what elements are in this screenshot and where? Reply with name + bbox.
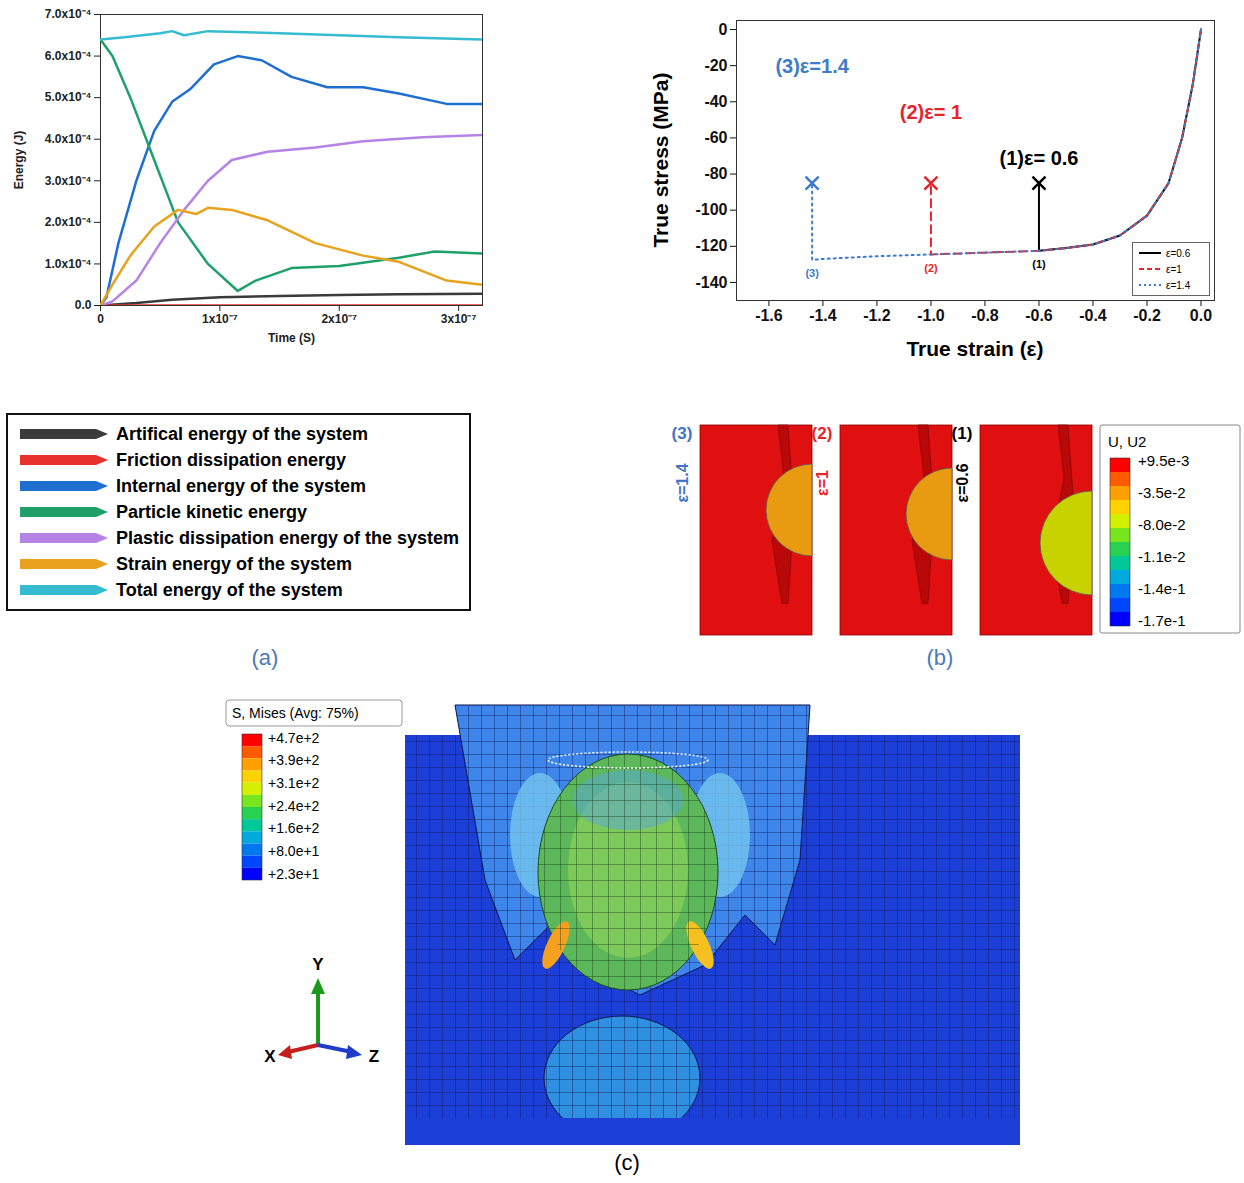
svg-text:-20: -20 xyxy=(704,57,727,74)
svg-text:-1.7e-1: -1.7e-1 xyxy=(1138,612,1186,629)
html-text:ε=1.4: ε=1.4 xyxy=(1166,279,1191,291)
svg-text:(c): (c) xyxy=(614,1150,640,1175)
svg-text:(2)ε= 1: (2)ε= 1 xyxy=(900,101,962,123)
html-text:ε=1: ε=1 xyxy=(1166,263,1182,275)
svg-text:U, U2: U, U2 xyxy=(1108,433,1146,450)
svg-text:+9.5e-3: +9.5e-3 xyxy=(1138,452,1189,469)
svg-text:-3.5e-2: -3.5e-2 xyxy=(1138,484,1186,501)
svg-text:2.0x10⁻⁴: 2.0x10⁻⁴ xyxy=(45,215,92,229)
html-text:Plastic dissipation energy of: Plastic dissipation energy of the system xyxy=(116,527,460,548)
html-text:True stress (MPa): True stress (MPa) xyxy=(649,72,672,248)
svg-text:+1.6e+2: +1.6e+2 xyxy=(268,820,320,836)
html-text:Particle kinetic energy: Particle kinetic energy xyxy=(116,501,308,522)
svg-text:-1.4e-1: -1.4e-1 xyxy=(1138,580,1186,597)
svg-text:-0.2: -0.2 xyxy=(1133,307,1161,324)
svg-text:(2): (2) xyxy=(812,424,833,443)
html-text:Strain energy of the system: Strain energy of the system xyxy=(116,553,353,574)
svg-text:-140: -140 xyxy=(695,274,727,291)
svg-text:-80: -80 xyxy=(704,165,727,182)
svg-text:(1): (1) xyxy=(952,424,973,443)
svg-text:-0.8: -0.8 xyxy=(971,307,999,324)
svg-text:+2.4e+2: +2.4e+2 xyxy=(268,798,320,814)
svg-text:Time (S): Time (S) xyxy=(268,331,315,345)
svg-text:0: 0 xyxy=(719,21,728,38)
svg-text:-1.2: -1.2 xyxy=(863,307,891,324)
svg-text:7.0x10⁻⁴: 7.0x10⁻⁴ xyxy=(45,7,92,21)
html-text:Friction dissipation energy: Friction dissipation energy xyxy=(116,449,346,470)
svg-text:-0.6: -0.6 xyxy=(1025,307,1053,324)
svg-text:Energy (J): Energy (J) xyxy=(12,131,26,190)
svg-text:-0.4: -0.4 xyxy=(1079,307,1107,324)
svg-text:-40: -40 xyxy=(704,93,727,110)
svg-text:1x10⁻⁷: 1x10⁻⁷ xyxy=(202,312,238,326)
html-text:Total energy of the system: Total energy of the system xyxy=(116,579,343,600)
svg-text:-8.0e-2: -8.0e-2 xyxy=(1138,516,1186,533)
svg-text:0.0: 0.0 xyxy=(75,298,92,312)
svg-text:Y: Y xyxy=(312,955,324,974)
svg-text:-1.1e-2: -1.1e-2 xyxy=(1138,548,1186,565)
svg-text:-1.0: -1.0 xyxy=(917,307,945,324)
svg-text:0.0: 0.0 xyxy=(1190,307,1212,324)
svg-text:+2.3e+1: +2.3e+1 xyxy=(268,866,320,882)
svg-text:Z: Z xyxy=(369,1047,379,1066)
svg-text:ε=1: ε=1 xyxy=(814,470,831,496)
svg-text:(b): (b) xyxy=(927,645,954,670)
svg-text:-1.4: -1.4 xyxy=(809,307,837,324)
svg-text:(3)ε=1.4: (3)ε=1.4 xyxy=(775,55,849,77)
svg-text:(3): (3) xyxy=(805,267,819,279)
svg-text:5.0x10⁻⁴: 5.0x10⁻⁴ xyxy=(45,90,92,104)
svg-text:S, Mises (Avg: 75%): S, Mises (Avg: 75%) xyxy=(232,705,359,721)
svg-text:(2): (2) xyxy=(924,262,938,274)
svg-text:2x10⁻⁷: 2x10⁻⁷ xyxy=(321,312,357,326)
svg-text:-60: -60 xyxy=(704,129,727,146)
svg-text:(1): (1) xyxy=(1032,258,1046,270)
svg-text:+8.0e+1: +8.0e+1 xyxy=(268,843,320,859)
svg-text:ε=0.6: ε=0.6 xyxy=(954,463,971,502)
svg-text:ε=1.4: ε=1.4 xyxy=(674,463,691,502)
svg-text:(1)ε= 0.6: (1)ε= 0.6 xyxy=(999,147,1078,169)
svg-text:+3.1e+2: +3.1e+2 xyxy=(268,775,320,791)
svg-text:0: 0 xyxy=(97,312,104,326)
svg-text:6.0x10⁻⁴: 6.0x10⁻⁴ xyxy=(45,49,92,63)
svg-text:+4.7e+2: +4.7e+2 xyxy=(268,730,320,746)
html-text:Internal energy of the system: Internal energy of the system xyxy=(116,475,367,496)
svg-text:-100: -100 xyxy=(695,201,727,218)
html-text:True strain (ε): True strain (ε) xyxy=(906,337,1044,360)
svg-text:(a): (a) xyxy=(252,645,279,670)
svg-text:+3.9e+2: +3.9e+2 xyxy=(268,752,320,768)
svg-text:X: X xyxy=(264,1047,276,1066)
svg-text:4.0x10⁻⁴: 4.0x10⁻⁴ xyxy=(45,132,92,146)
svg-text:(3): (3) xyxy=(672,424,693,443)
html-text:Artifical energy of the system: Artifical energy of the system xyxy=(116,423,369,444)
svg-text:1.0x10⁻⁴: 1.0x10⁻⁴ xyxy=(45,257,92,271)
svg-text:3x10⁻⁷: 3x10⁻⁷ xyxy=(441,312,477,326)
html-text:ε=0.6: ε=0.6 xyxy=(1166,247,1191,259)
svg-text:-1.6: -1.6 xyxy=(755,307,783,324)
svg-text:-120: -120 xyxy=(695,237,727,254)
svg-text:3.0x10⁻⁴: 3.0x10⁻⁴ xyxy=(45,174,92,188)
